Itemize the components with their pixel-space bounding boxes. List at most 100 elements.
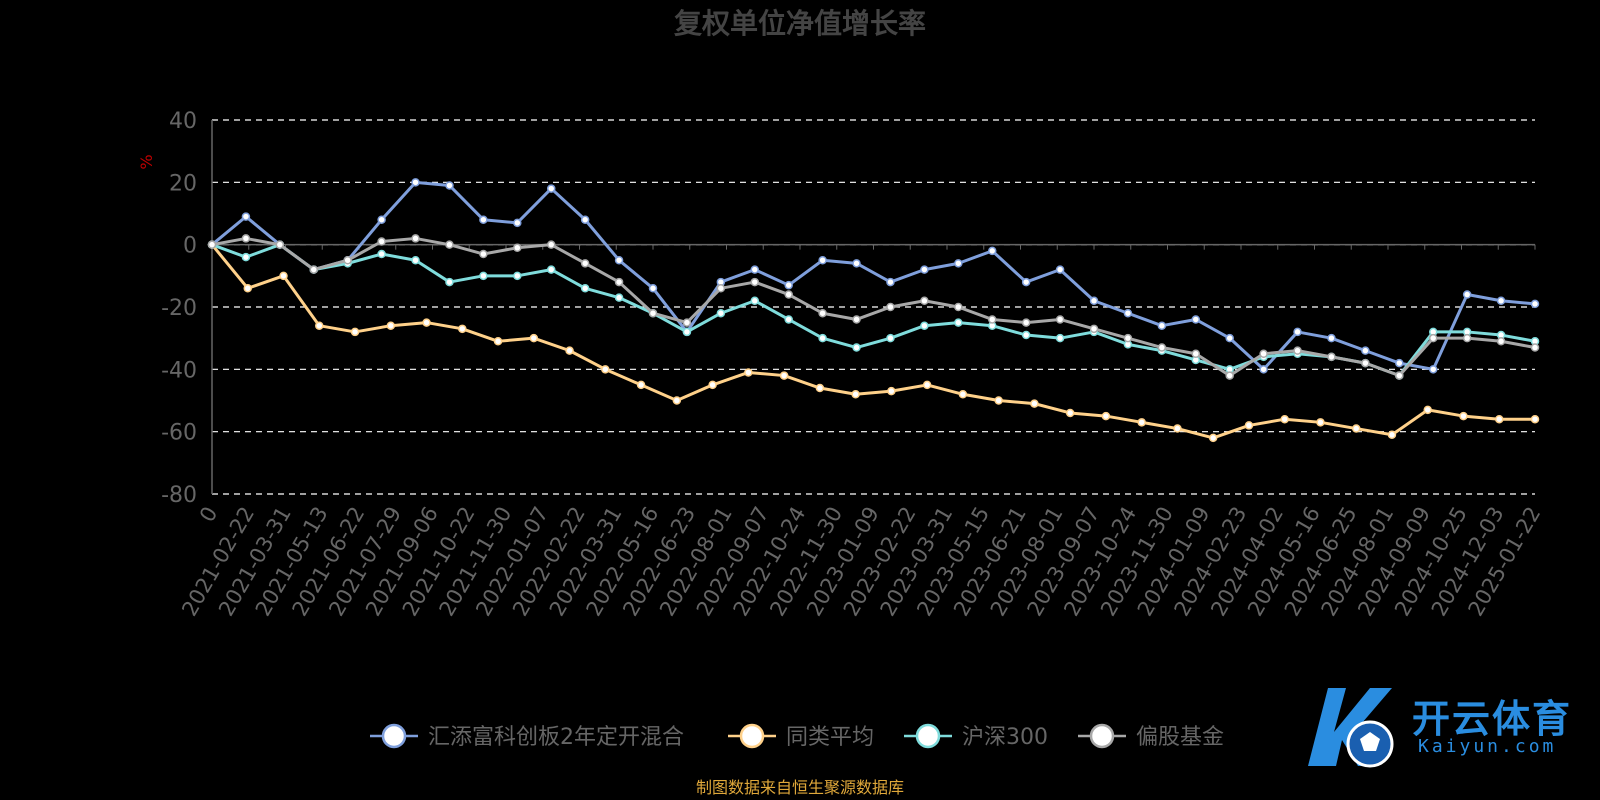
series-2 xyxy=(207,240,1540,443)
data-point xyxy=(1327,333,1336,343)
data-point xyxy=(672,396,682,405)
y-tick-label: -40 xyxy=(161,358,197,383)
data-point xyxy=(614,277,624,287)
data-point xyxy=(1361,358,1370,368)
data-point xyxy=(648,308,658,318)
data-point xyxy=(422,318,431,327)
data-point xyxy=(546,184,556,193)
data-point xyxy=(445,240,454,249)
data-point xyxy=(529,333,539,343)
data-point xyxy=(1530,414,1540,424)
chart-title: 复权单位净值增长率 xyxy=(674,7,926,40)
data-point xyxy=(886,333,895,343)
data-point xyxy=(479,215,488,224)
data-point xyxy=(1055,315,1065,324)
data-point xyxy=(1157,343,1167,352)
legend-item[interactable]: 同类平均 xyxy=(728,723,874,750)
data-point xyxy=(1021,277,1031,287)
legend-marker xyxy=(381,723,407,749)
series-line xyxy=(211,236,1536,378)
data-point xyxy=(1316,418,1325,427)
legend-marker xyxy=(1089,723,1115,749)
data-point xyxy=(565,346,574,355)
data-point xyxy=(818,308,827,318)
data-point xyxy=(1089,296,1099,306)
data-point xyxy=(1191,349,1201,358)
series-3 xyxy=(207,240,1540,380)
data-point xyxy=(750,296,760,306)
data-point xyxy=(779,371,789,380)
data-point xyxy=(1157,321,1167,330)
legend-label: 汇添富科创板2年定开混合 xyxy=(428,725,684,750)
series-lines xyxy=(207,178,1540,443)
y-tick-label: 40 xyxy=(169,109,197,134)
data-point xyxy=(708,380,717,390)
data-point xyxy=(1055,265,1065,274)
data-point xyxy=(1208,433,1218,443)
data-point xyxy=(1021,318,1031,327)
data-point xyxy=(1191,315,1201,324)
data-point xyxy=(1123,333,1133,343)
data-point xyxy=(377,215,386,224)
y-tick-label: -60 xyxy=(161,421,197,446)
legend-marker xyxy=(739,723,765,749)
data-point xyxy=(1462,290,1472,299)
data-point xyxy=(546,240,556,249)
data-point xyxy=(815,383,825,393)
data-point xyxy=(241,252,251,262)
data-point xyxy=(887,386,896,396)
data-point xyxy=(920,296,929,306)
data-point xyxy=(994,396,1003,405)
data-point xyxy=(1351,424,1361,433)
data-point xyxy=(279,271,288,281)
data-point xyxy=(386,321,396,330)
y-tick-label: 20 xyxy=(169,171,197,196)
data-point xyxy=(1293,346,1302,355)
grid-lines xyxy=(212,119,1535,495)
series-line xyxy=(211,243,1536,378)
data-point xyxy=(241,212,251,221)
data-point xyxy=(1137,418,1146,427)
data-point xyxy=(886,302,895,312)
data-point xyxy=(377,237,386,246)
data-point xyxy=(513,218,522,228)
data-point xyxy=(744,368,753,377)
data-point xyxy=(1530,343,1540,352)
data-point xyxy=(1101,411,1111,421)
data-point xyxy=(580,284,590,293)
data-point xyxy=(343,256,352,265)
legend-item[interactable]: 偏股基金 xyxy=(1078,723,1224,750)
data-point xyxy=(954,302,963,312)
data-point xyxy=(1494,414,1504,424)
source-note: 制图数据来自恒生聚源数据库 xyxy=(695,778,904,797)
data-point xyxy=(1259,365,1268,374)
series-4 xyxy=(207,234,1540,380)
legend[interactable]: 汇添富科创板2年定开混合 同类平均 沪深300 偏股基金 xyxy=(370,723,1224,750)
data-point xyxy=(445,181,454,190)
data-point xyxy=(682,318,692,327)
legend-item[interactable]: 沪深300 xyxy=(904,723,1048,750)
data-point xyxy=(1496,296,1506,306)
data-point xyxy=(920,321,929,330)
data-point xyxy=(458,324,467,334)
data-point xyxy=(648,284,658,293)
data-point xyxy=(1055,333,1065,343)
data-point xyxy=(1030,399,1039,408)
data-point xyxy=(1496,337,1506,346)
data-point xyxy=(682,327,692,337)
data-point xyxy=(784,280,793,290)
x-tick-label: 0 xyxy=(195,503,222,527)
data-point xyxy=(1428,333,1438,343)
legend-label: 沪深300 xyxy=(962,725,1048,750)
data-point xyxy=(493,337,503,346)
legend-item[interactable]: 汇添富科创板2年定开混合 xyxy=(370,723,684,750)
data-point xyxy=(411,234,420,243)
data-point xyxy=(479,271,488,281)
data-point xyxy=(920,265,929,274)
data-point xyxy=(818,333,827,343)
data-point xyxy=(1459,411,1468,421)
data-point xyxy=(1293,327,1302,337)
watermark-ball-icon xyxy=(1308,688,1394,768)
data-point xyxy=(1280,414,1289,424)
